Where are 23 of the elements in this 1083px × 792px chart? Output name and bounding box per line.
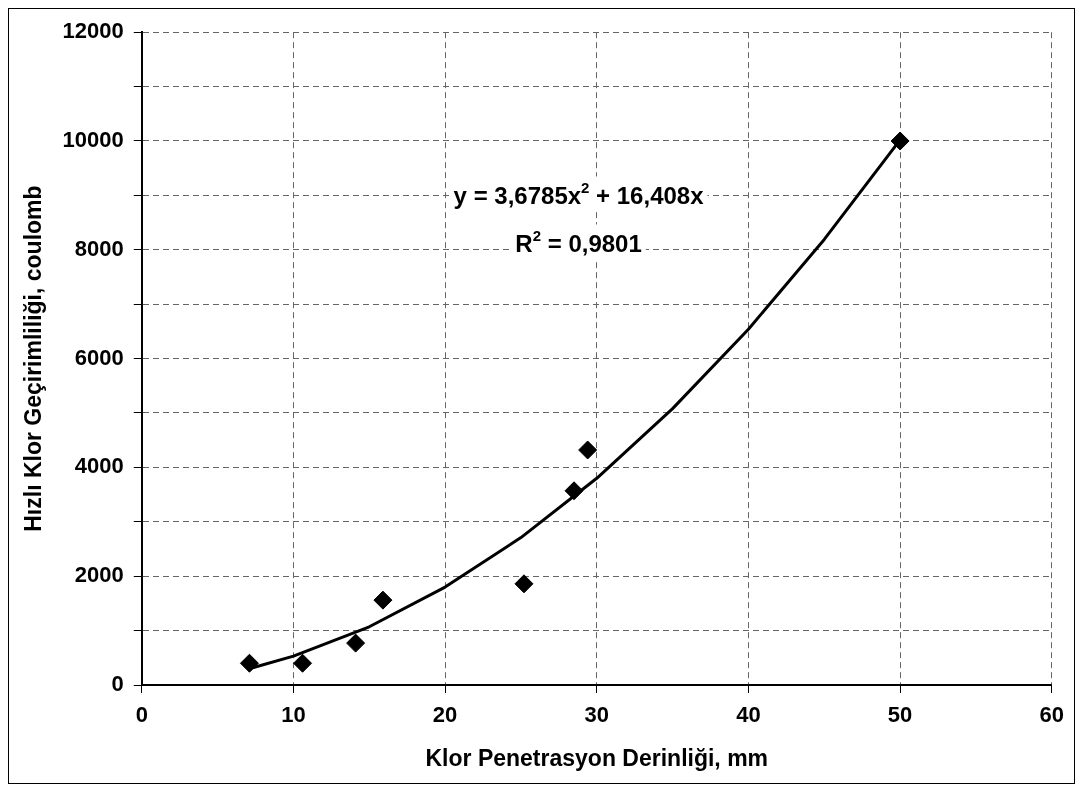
y-axis-title: Hızlı Klor Geçirimliliği, coulomb <box>20 185 47 532</box>
point <box>239 653 259 673</box>
x-tick-label: 20 <box>432 702 458 728</box>
y-tick-label: 10000 <box>62 127 124 153</box>
y-tick-label: 8000 <box>74 235 124 261</box>
point <box>346 633 366 653</box>
point <box>890 131 910 151</box>
y-tick-label: 0 <box>111 671 124 697</box>
x-axis-title: Klor Penetrasyon Derinliği, mm <box>425 744 769 771</box>
x-tick-label: 40 <box>736 702 761 728</box>
y-tick-label: 4000 <box>74 453 124 479</box>
point <box>293 653 313 673</box>
y-tick-label: 12000 <box>62 18 124 44</box>
point <box>514 574 534 594</box>
x-tick-label: 60 <box>1039 702 1065 728</box>
x-tick-label: 0 <box>135 702 148 728</box>
y-tick-label: 6000 <box>74 344 124 370</box>
point <box>578 440 598 460</box>
x-tick-label: 30 <box>584 702 610 728</box>
y-tick-label: 2000 <box>74 562 124 588</box>
point <box>373 590 393 610</box>
x-tick-label: 10 <box>281 702 306 728</box>
x-tick-label: 50 <box>887 702 913 728</box>
